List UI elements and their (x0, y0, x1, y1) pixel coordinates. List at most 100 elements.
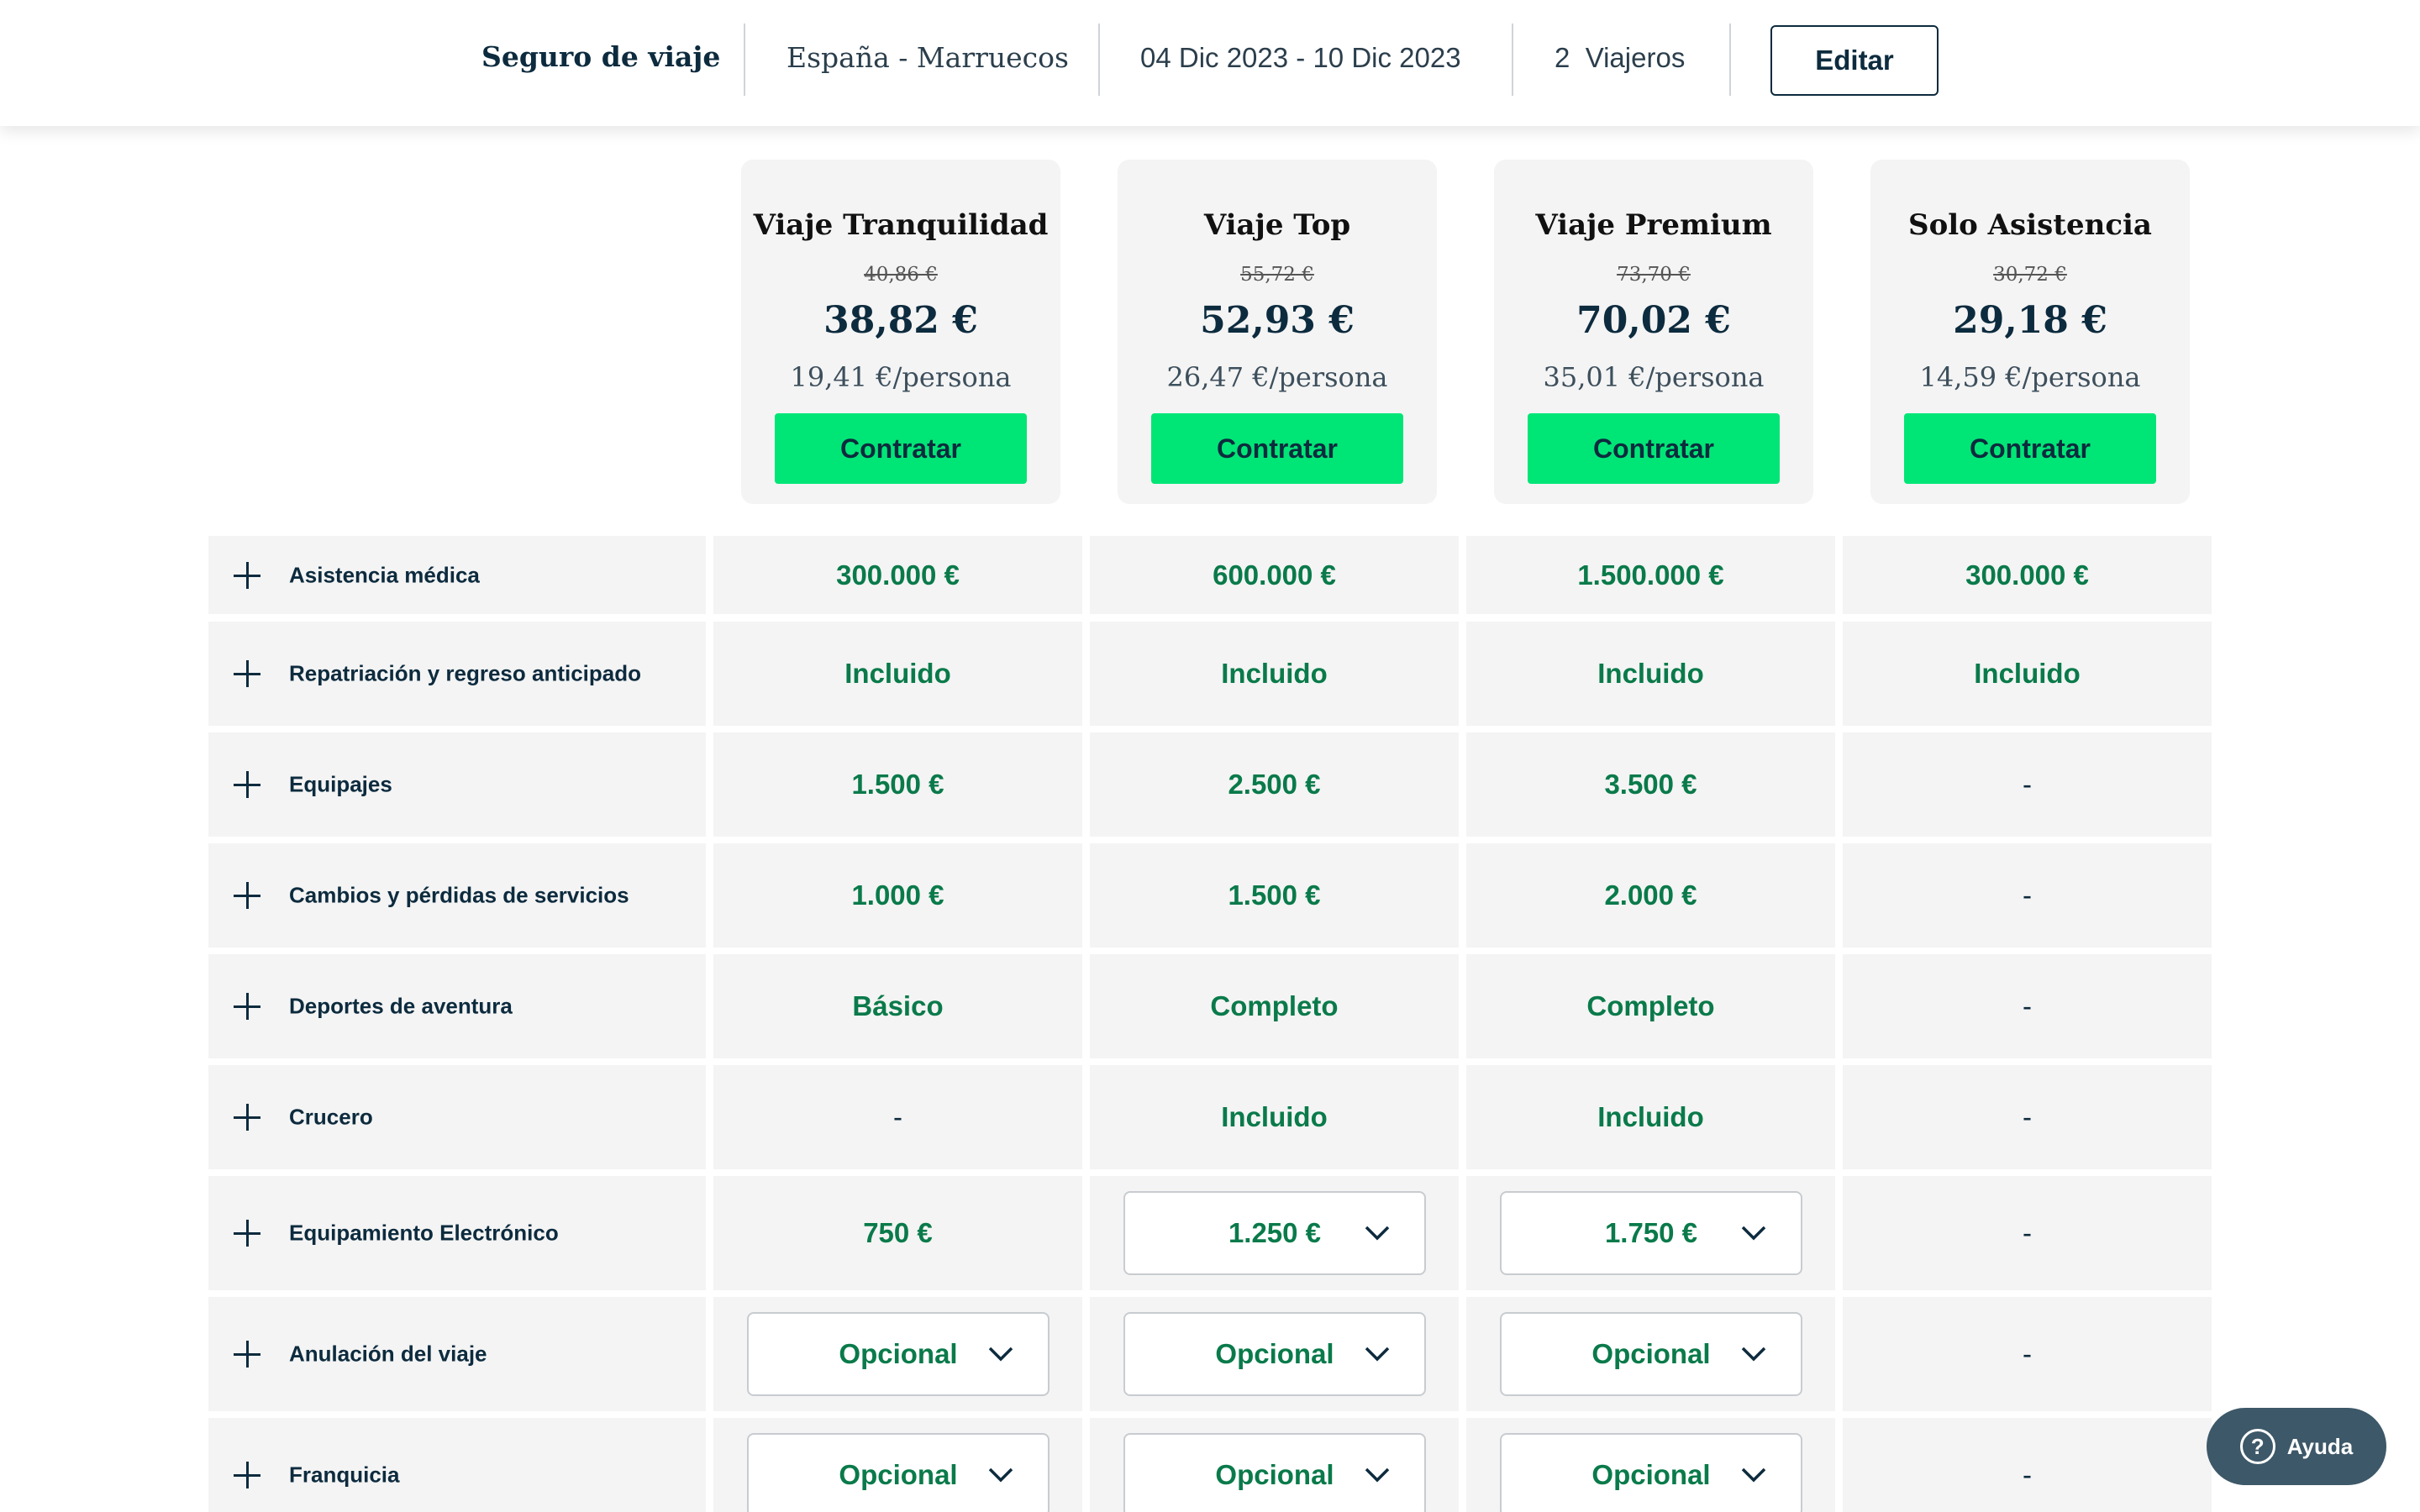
coverage-option-select[interactable]: Opcional (1123, 1312, 1426, 1396)
coverage-value-cell: - (1843, 954, 2212, 1058)
coverage-value: Incluido (1597, 1101, 1704, 1132)
coverage-label-cell[interactable]: Equipajes (208, 732, 706, 837)
contract-button[interactable]: Contratar (1151, 413, 1403, 484)
edit-button[interactable]: Editar (1770, 25, 1939, 96)
coverage-label-cell[interactable]: Asistencia médica (208, 536, 706, 614)
plan-name: Solo Asistencia (1908, 208, 2152, 242)
coverage-value: 3.500 € (1604, 769, 1697, 800)
coverage-value: - (2023, 1338, 2032, 1369)
coverage-label: Franquicia (289, 1462, 400, 1488)
coverage-option-select[interactable]: Opcional (1500, 1433, 1802, 1512)
coverage-value: Incluido (1221, 658, 1328, 689)
coverage-value-cell: 1.750 € (1466, 1176, 1835, 1290)
coverage-value: 2.500 € (1228, 769, 1321, 800)
coverage-value: - (2023, 879, 2032, 911)
coverage-value-cell: 300.000 € (713, 536, 1082, 614)
chevron-down-icon (1365, 1226, 1390, 1241)
coverage-value-cell: Básico (713, 954, 1082, 1058)
coverage-value-cell: Opcional (1466, 1418, 1835, 1512)
coverage-value: Incluido (1597, 658, 1704, 689)
coverage-row-cambios: Cambios y pérdidas de servicios 1.000 € … (208, 843, 2212, 948)
question-icon: ? (2239, 1429, 2275, 1464)
coverage-value: Completo (1586, 990, 1715, 1021)
coverage-label-cell[interactable]: Anulación del viaje (208, 1297, 706, 1411)
coverage-label: Repatriación y regreso anticipado (289, 660, 642, 686)
plan-price: 29,18 € (1953, 299, 2107, 342)
coverage-row-repatriacion: Repatriación y regreso anticipado Inclui… (208, 622, 2212, 726)
plus-icon[interactable] (234, 561, 260, 589)
coverage-value-cell: 1.500 € (1090, 843, 1459, 948)
coverage-label-cell[interactable]: Deportes de aventura (208, 954, 706, 1058)
plan-name: Viaje Top (1203, 208, 1351, 242)
contract-button[interactable]: Contratar (1528, 413, 1780, 484)
plan-price: 38,82 € (823, 299, 978, 342)
chevron-down-icon (1741, 1226, 1766, 1241)
coverage-row-crucero: Crucero - Incluido Incluido - (208, 1065, 2212, 1169)
plan-card-tranquilidad: Viaje Tranquilidad 40,86 € 38,82 € 19,41… (741, 160, 1060, 504)
coverage-amount-select[interactable]: 1.750 € (1500, 1191, 1802, 1275)
coverage-value-cell: Incluido (1090, 622, 1459, 726)
plus-icon[interactable] (234, 1220, 260, 1247)
select-value: Opcional (1591, 1459, 1711, 1490)
coverage-value: 1.500.000 € (1577, 559, 1724, 591)
plus-icon[interactable] (234, 1341, 260, 1368)
coverage-label: Crucero (289, 1104, 373, 1130)
coverage-amount-select[interactable]: 1.250 € (1123, 1191, 1426, 1275)
coverage-row-franquicia: Franquicia Opcional Opcional Opcional - (208, 1418, 2212, 1512)
coverage-value-cell: Opcional (1090, 1418, 1459, 1512)
coverage-option-select[interactable]: Opcional (747, 1312, 1050, 1396)
contract-button[interactable]: Contratar (775, 413, 1027, 484)
coverage-option-select[interactable]: Opcional (1500, 1312, 1802, 1396)
plus-icon[interactable] (234, 882, 260, 909)
coverage-value-cell: Incluido (1090, 1065, 1459, 1169)
coverage-value-cell: - (1843, 1297, 2212, 1411)
plus-icon[interactable] (234, 1104, 260, 1131)
coverage-label-cell[interactable]: Cambios y pérdidas de servicios (208, 843, 706, 948)
select-value: Opcional (1215, 1338, 1334, 1369)
coverage-label: Asistencia médica (289, 562, 480, 587)
coverage-value-cell: Incluido (1466, 622, 1835, 726)
coverage-value-cell: Incluido (1843, 622, 2212, 726)
plus-icon[interactable] (234, 660, 260, 687)
coverage-label: Equipamiento Electrónico (289, 1220, 559, 1246)
coverage-label: Deportes de aventura (289, 993, 513, 1019)
coverage-label-cell[interactable]: Franquicia (208, 1418, 706, 1512)
plus-icon[interactable] (234, 1462, 260, 1488)
coverage-row-asistencia-medica: Asistencia médica 300.000 € 600.000 € 1.… (208, 536, 2212, 614)
coverage-value: Incluido (844, 658, 951, 689)
coverage-label-cell[interactable]: Crucero (208, 1065, 706, 1169)
coverage-value-cell: - (1843, 1176, 2212, 1290)
coverage-value: Incluido (1974, 658, 2081, 689)
coverage-value: 1.500 € (851, 769, 944, 800)
coverage-option-select[interactable]: Opcional (747, 1433, 1050, 1512)
coverage-value-cell: 1.250 € (1090, 1176, 1459, 1290)
plan-price-per-person: 14,59 €/persona (1919, 361, 2141, 393)
plus-icon[interactable] (234, 993, 260, 1020)
chevron-down-icon (1741, 1467, 1766, 1483)
coverage-value: 300.000 € (836, 559, 960, 591)
coverage-value-cell: Completo (1466, 954, 1835, 1058)
contract-button[interactable]: Contratar (1904, 413, 2156, 484)
coverage-value-cell: 1.500.000 € (1466, 536, 1835, 614)
select-value: 1.750 € (1604, 1217, 1698, 1248)
coverage-option-select[interactable]: Opcional (1123, 1433, 1426, 1512)
coverage-value: 2.000 € (1604, 879, 1697, 911)
plan-price-per-person: 26,47 €/persona (1166, 361, 1388, 393)
plus-icon[interactable] (234, 771, 260, 798)
plan-old-price: 40,86 € (864, 264, 938, 286)
help-button[interactable]: ? Ayuda (2207, 1408, 2386, 1485)
coverage-value-cell: Completo (1090, 954, 1459, 1058)
plan-card-premium: Viaje Premium 73,70 € 70,02 € 35,01 €/pe… (1494, 160, 1813, 504)
select-value: Opcional (1215, 1459, 1334, 1490)
coverage-label-cell[interactable]: Equipamiento Electrónico (208, 1176, 706, 1290)
coverage-row-anulacion: Anulación del viaje Opcional Opcional Op… (208, 1297, 2212, 1411)
plan-price-per-person: 19,41 €/persona (790, 361, 1012, 393)
header-divider (1512, 24, 1513, 96)
chevron-down-icon (1365, 1347, 1390, 1362)
coverage-value-cell: 2.500 € (1090, 732, 1459, 837)
coverage-value: - (2023, 769, 2032, 800)
plan-card-top: Viaje Top 55,72 € 52,93 € 26,47 €/person… (1118, 160, 1437, 504)
coverage-value: 1.500 € (1228, 879, 1321, 911)
plan-name: Viaje Premium (1535, 208, 1772, 242)
coverage-label-cell[interactable]: Repatriación y regreso anticipado (208, 622, 706, 726)
